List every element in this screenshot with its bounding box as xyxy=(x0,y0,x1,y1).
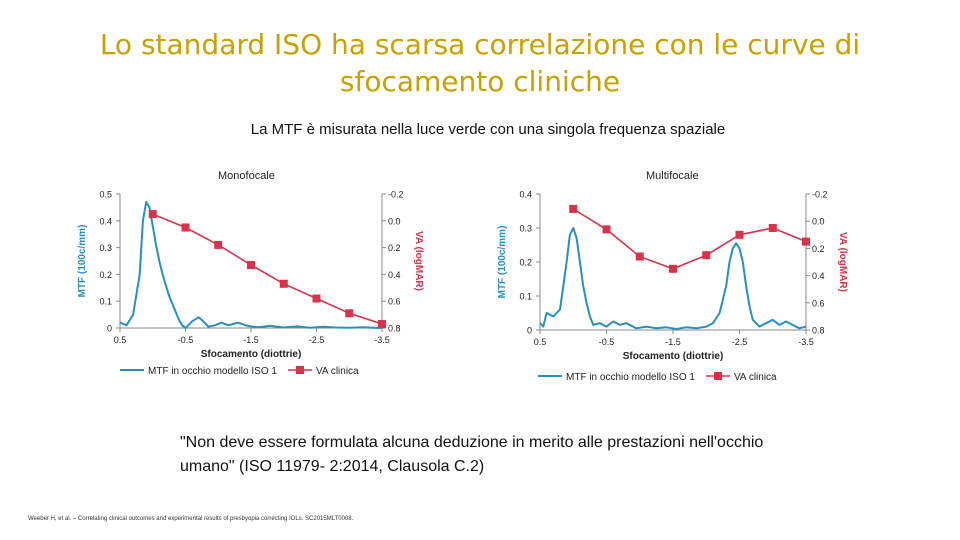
legend-va-marker xyxy=(296,366,304,374)
va-clinical-line xyxy=(572,208,807,270)
slide-title: Lo standard ISO ha scarsa correlazione c… xyxy=(99,28,861,98)
y2-axis-title: VA (logMAR) xyxy=(837,232,848,292)
va-clinical-line xyxy=(152,213,383,325)
y2-tick-label: 0.8 xyxy=(388,324,401,334)
y-axis-title: MTF (100c/mm) xyxy=(77,225,88,298)
va-clinical-point xyxy=(378,319,386,328)
va-clinical-point xyxy=(345,309,354,318)
y-tick-label: 0.4 xyxy=(99,216,112,226)
legend-va-label: VA clinica xyxy=(316,366,359,377)
y2-tick-label: 0.6 xyxy=(812,298,825,308)
legend-mtf-label: MTF in occhio modello ISO 1 xyxy=(148,366,277,377)
mtf-line xyxy=(539,227,807,330)
y2-tick-label: 0.4 xyxy=(388,270,401,280)
citation: Weeber H, et al. – Correlating clinical … xyxy=(28,516,354,522)
y-axis-title: MTF (100c/mm) xyxy=(497,226,508,299)
y2-tick-label: 0.0 xyxy=(812,217,825,227)
va-clinical-point xyxy=(702,251,711,260)
x-tick-label: -0.5 xyxy=(599,337,615,347)
va-clinical-point xyxy=(247,261,255,270)
x-tick-label: 0.5 xyxy=(534,337,547,347)
y2-tick-label: -0.2 xyxy=(812,190,828,200)
y-tick-label: 0.4 xyxy=(519,190,532,200)
x-tick-label: -3.5 xyxy=(374,335,390,345)
y2-tick-label: 0.0 xyxy=(388,216,401,226)
panel-label-monofocale: Monofocale xyxy=(218,170,275,182)
x-tick-label: -3.5 xyxy=(798,337,814,347)
y-tick-label: 0.1 xyxy=(519,292,532,302)
x-axis-title: Sfocamento (diottrie) xyxy=(201,349,302,360)
y2-tick-label: 0.2 xyxy=(388,243,401,253)
va-clinical-point xyxy=(768,224,777,232)
va-clinical-point xyxy=(735,230,744,239)
y-tick-label: 0 xyxy=(527,326,532,336)
x-tick-label: -2.5 xyxy=(309,335,325,345)
va-clinical-point xyxy=(802,237,810,246)
x-tick-label: -0.5 xyxy=(178,335,194,345)
y2-tick-label: 0.8 xyxy=(812,326,825,336)
y2-tick-label: 0.6 xyxy=(388,297,401,307)
legend-mtf-label: MTF in occhio modello ISO 1 xyxy=(566,372,695,383)
va-clinical-point xyxy=(214,240,223,249)
va-clinical-point xyxy=(279,279,288,288)
x-axis-title: Sfocamento (diottrie) xyxy=(623,351,724,362)
va-clinical-point xyxy=(148,210,157,219)
chart-multifocale: 0 0.1 0.2 0.3 0.4 -0.2 0.0 0.2 0.4 0.6 0.8 0.5 -0.5 -… xyxy=(497,190,848,384)
y2-tick-label: 0.4 xyxy=(812,271,825,281)
panel-label-multifocale: Multifocale xyxy=(646,170,699,182)
chart-monofocale: 0 0.1 0.2 0.3 0.4 0.5 -0.2 0.0 0.2 0.4 0.6 0.8 0.5 -0… xyxy=(77,190,424,378)
va-clinical-point xyxy=(312,294,321,303)
x-tick-label: -1.5 xyxy=(665,337,681,347)
y-tick-label: 0.2 xyxy=(99,270,112,280)
va-clinical-point xyxy=(602,225,611,234)
legend-va-label: VA clinica xyxy=(734,372,777,383)
x-tick-label: 0.5 xyxy=(114,335,127,345)
iso-quote: "Non deve essere formulata alcuna deduzi… xyxy=(180,434,764,475)
y-tick-label: 0.1 xyxy=(99,297,112,307)
y2-tick-label: -0.2 xyxy=(388,190,404,200)
va-clinical-point xyxy=(569,204,578,213)
y2-axis-title: VA (logMAR) xyxy=(413,231,424,291)
legend-va-marker xyxy=(714,372,722,380)
va-clinical-point xyxy=(181,223,190,232)
va-clinical-point xyxy=(669,264,677,273)
y-tick-label: 0.5 xyxy=(99,190,112,200)
y-tick-label: 0.2 xyxy=(519,258,532,268)
slide-subtitle: La MTF è misurata nella luce verde con u… xyxy=(250,121,726,138)
y-tick-label: 0.3 xyxy=(519,224,532,234)
y-tick-label: 0.3 xyxy=(99,243,112,253)
va-clinical-point xyxy=(635,252,644,261)
x-tick-label: -2.5 xyxy=(732,337,748,347)
y-tick-label: 0 xyxy=(107,324,112,334)
y2-tick-label: 0.2 xyxy=(812,244,825,254)
x-tick-label: -1.5 xyxy=(243,335,259,345)
